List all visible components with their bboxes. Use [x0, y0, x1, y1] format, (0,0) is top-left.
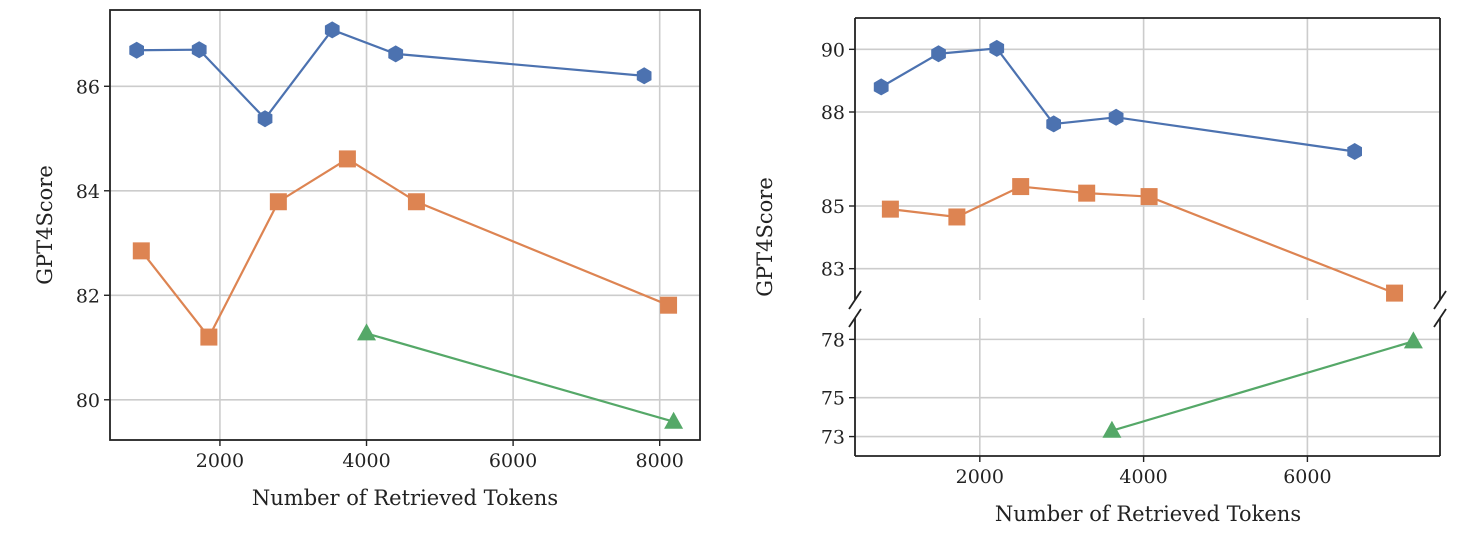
triangle-marker — [1102, 420, 1122, 438]
y-tick-label: 86 — [76, 76, 100, 98]
hexagon-marker — [191, 41, 207, 59]
right-x-axis-label: Number of Retrieved Tokens — [995, 502, 1301, 526]
left-x-axis-label: Number of Retrieved Tokens — [252, 486, 558, 510]
square-marker — [660, 296, 678, 314]
data-series — [873, 39, 1362, 160]
data-series — [1102, 331, 1423, 438]
y-tick-label: 88 — [821, 102, 845, 124]
data-series — [129, 21, 652, 128]
square-marker — [407, 193, 425, 211]
hexagon-marker — [636, 67, 652, 85]
series-line — [366, 332, 674, 423]
triangle-marker — [664, 411, 684, 429]
x-tick-label: 6000 — [1283, 466, 1331, 488]
y-tick-label: 85 — [821, 196, 845, 218]
x-tick-label: 4000 — [1119, 466, 1167, 488]
series-line — [880, 47, 1355, 153]
hexagon-marker — [257, 110, 273, 128]
x-tick-label: 4000 — [342, 450, 390, 472]
hexagon-marker — [324, 21, 340, 39]
axis-break-mark — [1433, 290, 1447, 310]
left-y-axis-label: GPT4Score — [33, 165, 57, 285]
square-marker — [881, 200, 899, 218]
square-marker — [1012, 178, 1030, 196]
y-tick-label: 90 — [821, 39, 845, 61]
hexagon-marker — [1347, 143, 1362, 160]
hexagon-marker — [388, 45, 404, 63]
y-tick-label: 75 — [821, 388, 845, 410]
data-series — [881, 178, 1404, 302]
plot-panel: 80 82 84 86 — [76, 9, 701, 441]
square-marker — [338, 150, 356, 168]
square-marker — [948, 208, 966, 226]
hexagon-marker — [1108, 108, 1124, 126]
triangle-marker — [1403, 331, 1423, 349]
series-line — [136, 28, 645, 121]
series-line — [140, 157, 669, 340]
square-marker — [1140, 188, 1158, 206]
axis-break-mark — [848, 308, 862, 328]
square-marker — [200, 328, 218, 346]
data-series — [132, 150, 678, 346]
y-tick-label: 80 — [76, 390, 100, 412]
axis-break-mark — [848, 290, 862, 310]
x-tick-label: 8000 — [636, 450, 684, 472]
hexagon-marker — [931, 45, 946, 63]
triangle-marker — [357, 323, 377, 341]
hexagon-marker — [1046, 115, 1061, 133]
data-series — [357, 323, 684, 429]
plot-panel: 83 85 88 90 — [821, 17, 1447, 310]
left-chart: 80 82 84 86 2000 4000 6000 8000 — [76, 9, 701, 472]
right-chart: 83 85 88 90 73 75 78 2000 4000 6000 — [821, 17, 1447, 488]
series-line — [1111, 340, 1414, 432]
square-marker — [1386, 284, 1404, 302]
plot-panel: 73 75 78 — [821, 308, 1447, 457]
square-marker — [132, 242, 150, 260]
y-tick-label: 78 — [821, 329, 845, 351]
y-tick-label: 83 — [821, 259, 845, 281]
plot-frame — [109, 9, 701, 441]
x-tick-label: 2000 — [196, 450, 244, 472]
y-tick-label: 84 — [76, 181, 100, 203]
series-line — [890, 185, 1395, 295]
hexagon-marker — [129, 41, 144, 59]
right-y-axis-label: GPT4Score — [753, 177, 777, 297]
axis-break-mark — [1433, 308, 1447, 328]
x-tick-label: 2000 — [956, 466, 1004, 488]
hexagon-marker — [873, 78, 889, 96]
hexagon-marker — [989, 39, 1005, 57]
square-marker — [269, 193, 287, 211]
y-tick-label: 73 — [821, 427, 845, 449]
y-tick-label: 82 — [76, 285, 100, 307]
x-tick-label: 6000 — [489, 450, 537, 472]
square-marker — [1078, 184, 1096, 202]
